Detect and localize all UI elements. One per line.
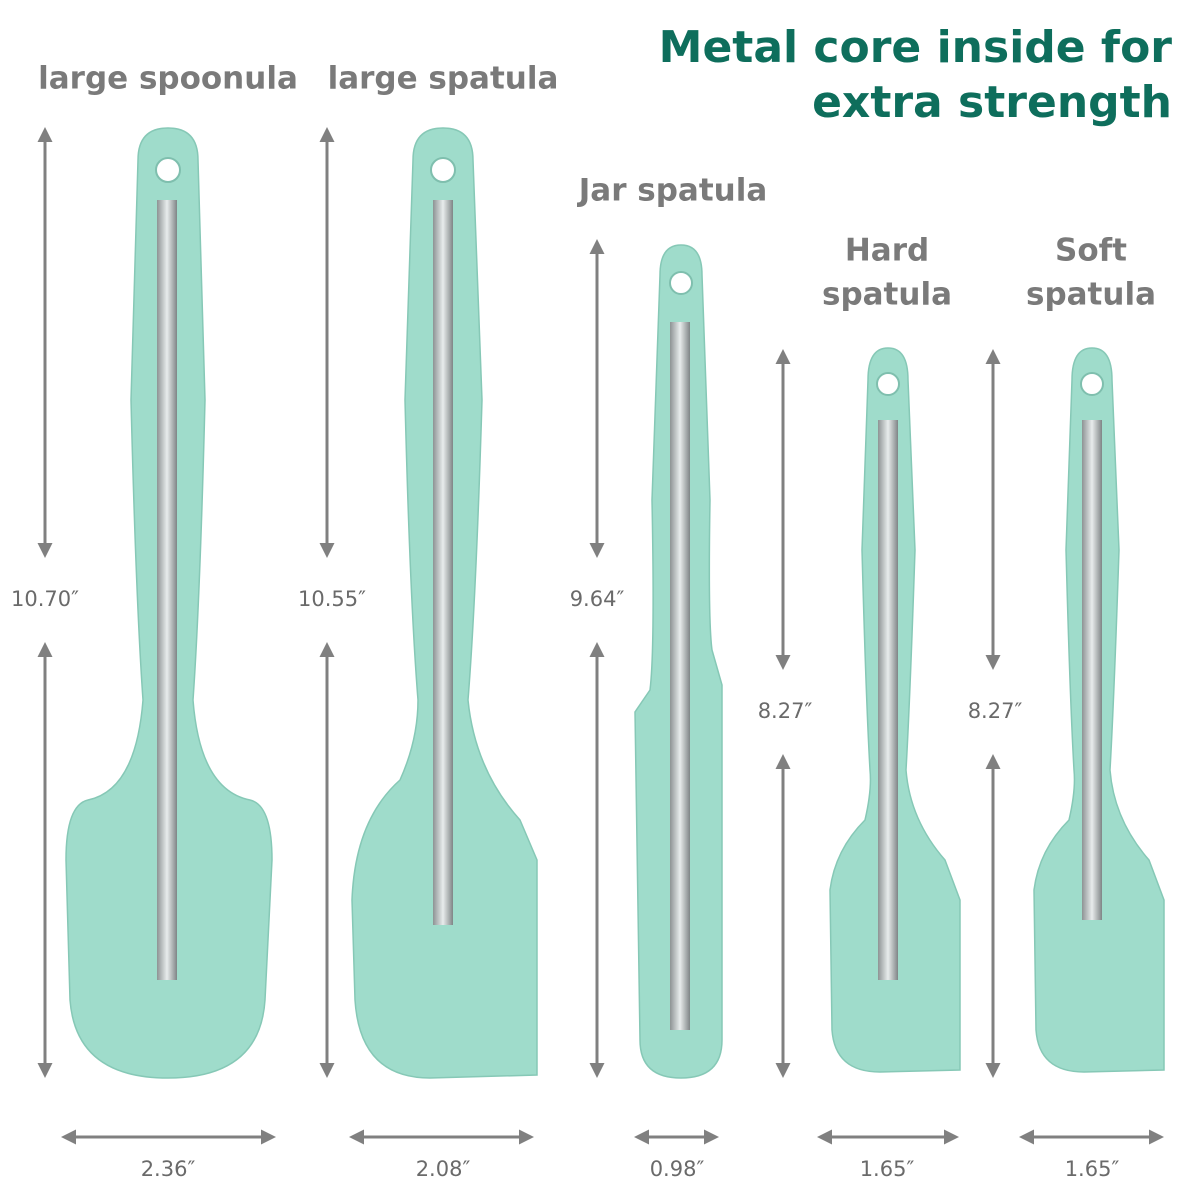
product-name: spatula [1026, 277, 1156, 313]
product-name: Soft [1055, 233, 1127, 269]
width-label: 1.65″ [860, 1157, 915, 1181]
metal-core [433, 200, 453, 925]
hang-hole [155, 157, 181, 183]
width-label: 2.36″ [141, 1157, 196, 1181]
length-label: 10.70″ [11, 587, 79, 611]
product-name: Hard [845, 233, 929, 269]
metal-core [670, 322, 690, 1030]
length-label: 8.27″ [758, 699, 813, 723]
length-label: 10.55″ [298, 587, 366, 611]
title-line: Metal core inside for [659, 22, 1173, 73]
metal-core [1082, 420, 1102, 920]
product-name: large spatula [328, 61, 559, 97]
metal-core [157, 200, 177, 980]
product-name: large spoonula [38, 61, 298, 97]
product-name: Jar spatula [577, 173, 768, 209]
metal-core [878, 420, 898, 980]
length-label: 9.64″ [570, 587, 625, 611]
hang-hole [669, 271, 693, 295]
product-name: spatula [822, 277, 952, 313]
width-label: 1.65″ [1065, 1157, 1120, 1181]
title-line: extra strength [812, 77, 1172, 128]
length-label: 8.27″ [968, 699, 1023, 723]
hang-hole [430, 157, 456, 183]
width-label: 0.98″ [650, 1157, 705, 1181]
width-label: 2.08″ [416, 1157, 471, 1181]
hang-hole [1080, 372, 1104, 396]
hang-hole [876, 372, 900, 396]
